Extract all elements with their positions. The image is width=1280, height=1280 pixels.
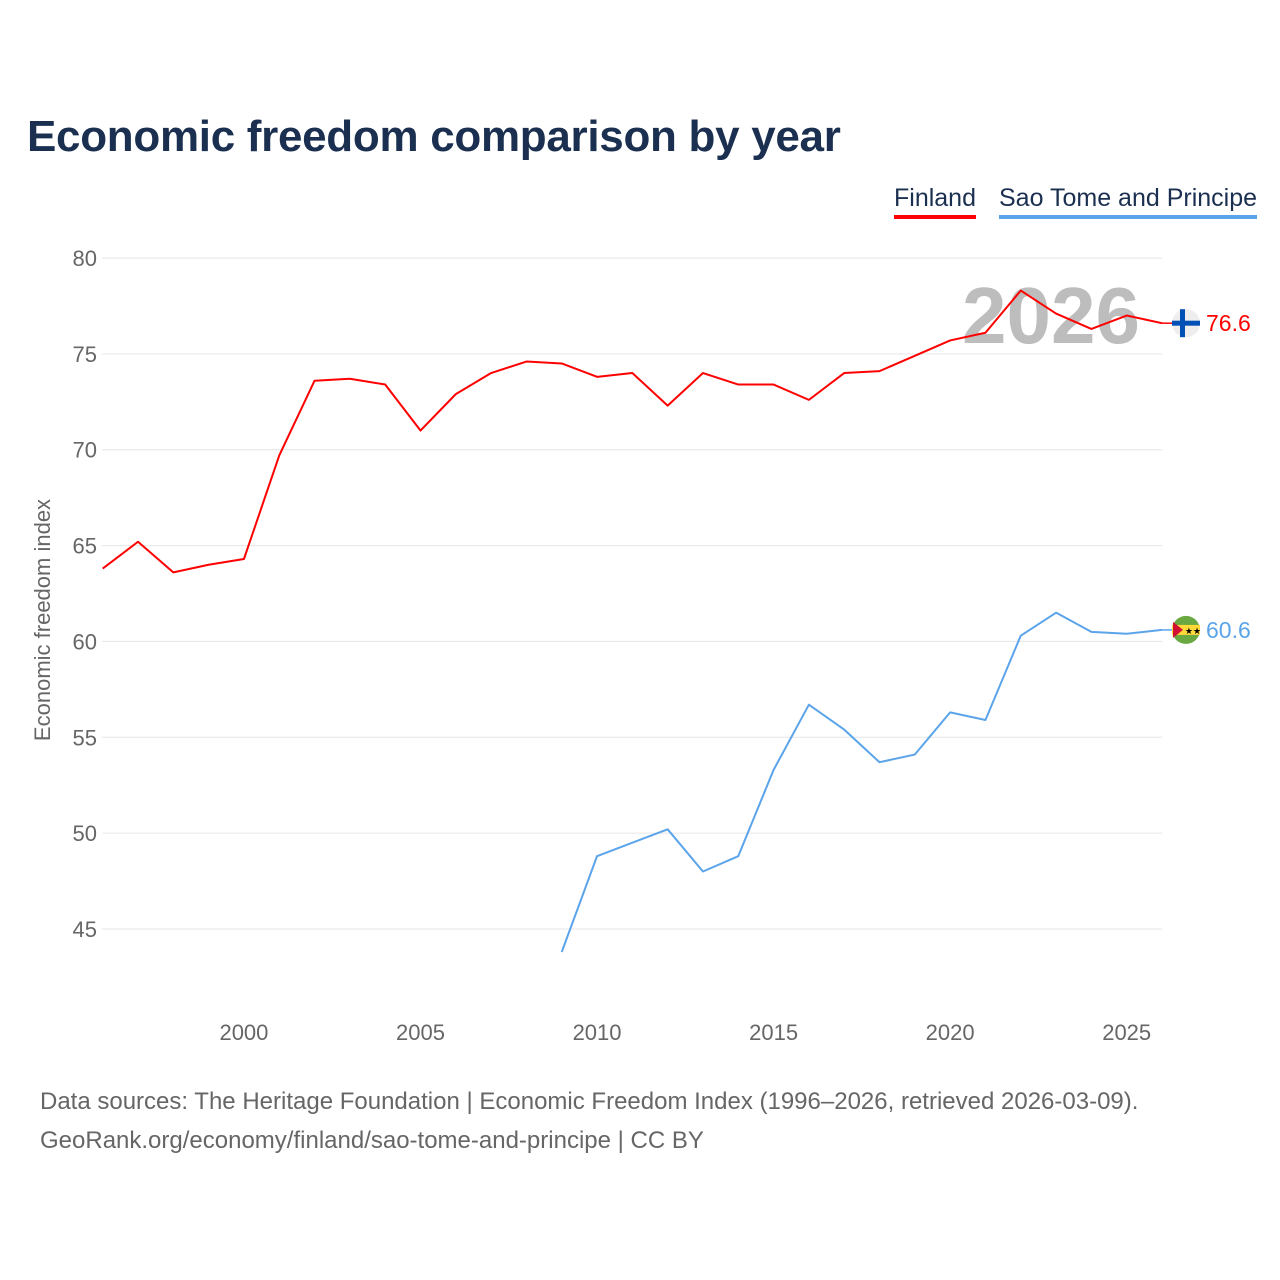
end-value-label: 60.6 <box>1206 617 1251 643</box>
finland-flag-cross-h <box>1172 320 1200 326</box>
y-tick-label: 75 <box>73 342 97 367</box>
chart-title: Economic freedom comparison by year <box>27 112 841 161</box>
x-tick-label: 2020 <box>926 1020 975 1045</box>
x-tick-label: 2010 <box>573 1020 622 1045</box>
y-tick-label: 50 <box>73 821 97 846</box>
x-tick-label: 2005 <box>396 1020 445 1045</box>
x-tick-label: 2015 <box>749 1020 798 1045</box>
y-tick-label: 60 <box>73 629 97 654</box>
y-tick-label: 70 <box>73 438 97 463</box>
footer-sources: Data sources: The Heritage Foundation | … <box>40 1088 1139 1115</box>
end-value-label: 76.6 <box>1206 310 1251 336</box>
legend-item-sao-tome-and-principe[interactable]: Sao Tome and Principe <box>999 184 1258 219</box>
footer-attribution[interactable]: GeoRank.org/economy/finland/sao-tome-and… <box>40 1127 704 1154</box>
y-tick-label: 45 <box>73 917 97 942</box>
x-tick-label: 2000 <box>219 1020 268 1045</box>
y-tick-label: 80 <box>73 246 97 271</box>
sao-tome-flag-stars: ★★ <box>1185 626 1201 636</box>
sao-tome-flag-stripe <box>1172 624 1200 635</box>
line-chart: 45 50 55 60 65 70 75 80 2000 2005 2010 2015 2020 2025… <box>30 246 1251 1045</box>
x-tick-label: 2025 <box>1102 1020 1151 1045</box>
year-watermark: 2026 <box>962 271 1140 360</box>
series-line-sao-tome-and-principe <box>560 611 1163 953</box>
legend-item-finland[interactable]: Finland <box>894 184 976 219</box>
sao-tome-flag-triangle <box>1173 621 1183 638</box>
y-axis-label: Economic freedom index <box>30 499 55 741</box>
y-tick-label: 55 <box>73 725 97 750</box>
series-line-finland <box>102 289 1163 574</box>
y-tick-label: 65 <box>73 534 97 559</box>
finland-flag-cross-v <box>1180 309 1185 338</box>
